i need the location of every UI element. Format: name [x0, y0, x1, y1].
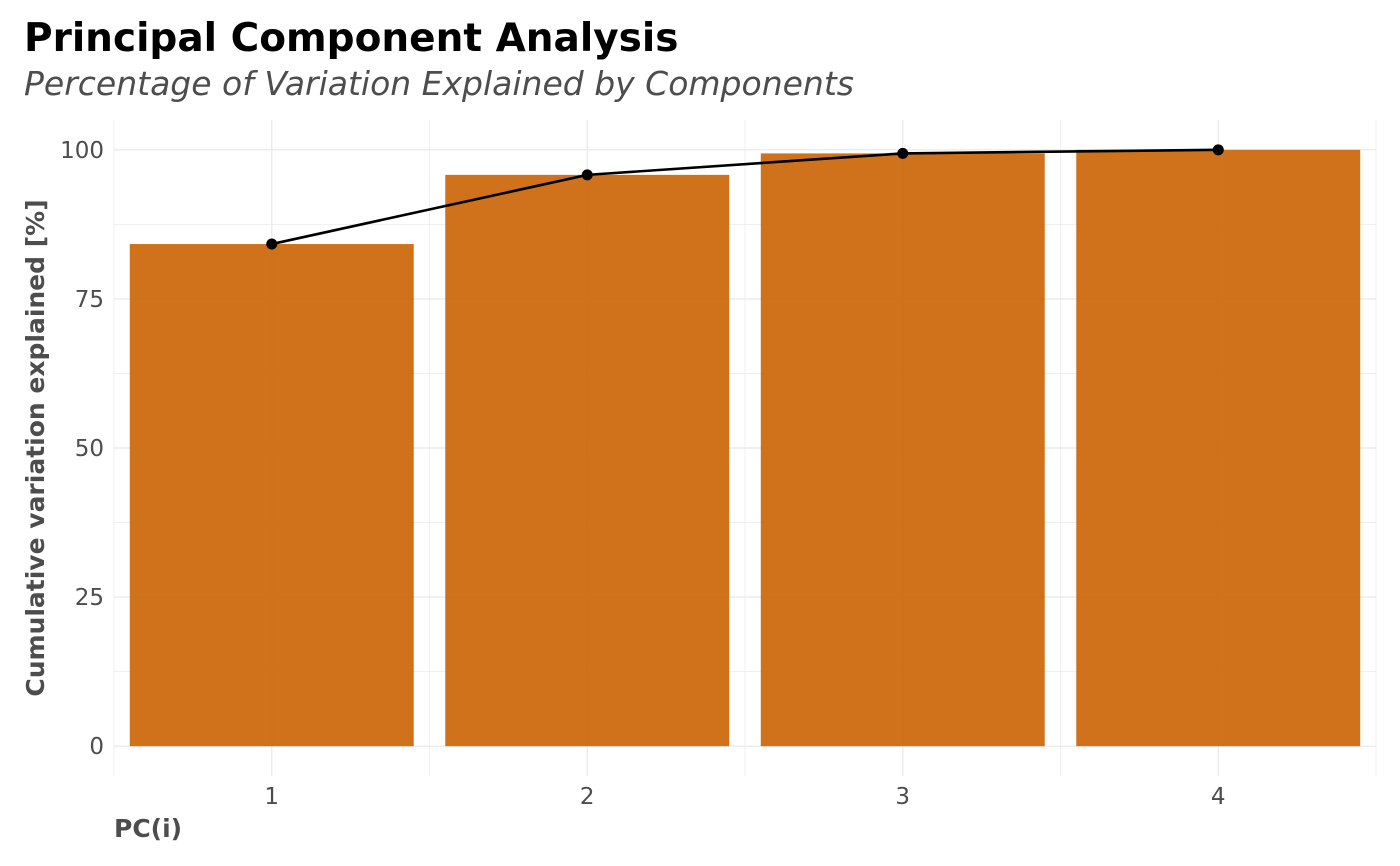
bar-pc-2 — [445, 174, 730, 747]
point-pc-2 — [581, 169, 593, 181]
x-tick-label: 1 — [264, 784, 279, 810]
point-pc-1 — [266, 238, 278, 250]
point-pc-4 — [1212, 144, 1224, 156]
y-tick-label: 100 — [60, 138, 104, 164]
y-tick-label: 75 — [75, 287, 104, 313]
points — [266, 144, 1224, 250]
x-axis-ticks: 1 2 3 4 — [264, 784, 1225, 810]
cumulative-line-path — [271, 148, 1219, 246]
y-axis-ticks: 0 25 50 75 100 — [60, 138, 104, 760]
x-axis-title: PC(i) — [114, 814, 182, 843]
x-tick-label: 2 — [580, 784, 595, 810]
bar-pc-1 — [129, 244, 414, 747]
y-axis-title: Cumulative variation explained [%] — [21, 199, 50, 696]
bar-pc-4 — [1076, 149, 1361, 747]
x-tick-label: 3 — [895, 784, 910, 810]
chart-subtitle: Percentage of Variation Explained by Com… — [24, 64, 854, 103]
y-tick-label: 25 — [75, 585, 104, 611]
y-tick-label: 50 — [75, 436, 104, 462]
bar-pc-3 — [760, 153, 1045, 747]
chart-title: Principal Component Analysis — [24, 16, 679, 61]
bars — [129, 149, 1361, 747]
x-tick-label: 4 — [1211, 784, 1226, 810]
point-pc-3 — [897, 147, 909, 159]
y-tick-label: 0 — [89, 734, 104, 760]
cumulative-line — [271, 148, 1219, 246]
